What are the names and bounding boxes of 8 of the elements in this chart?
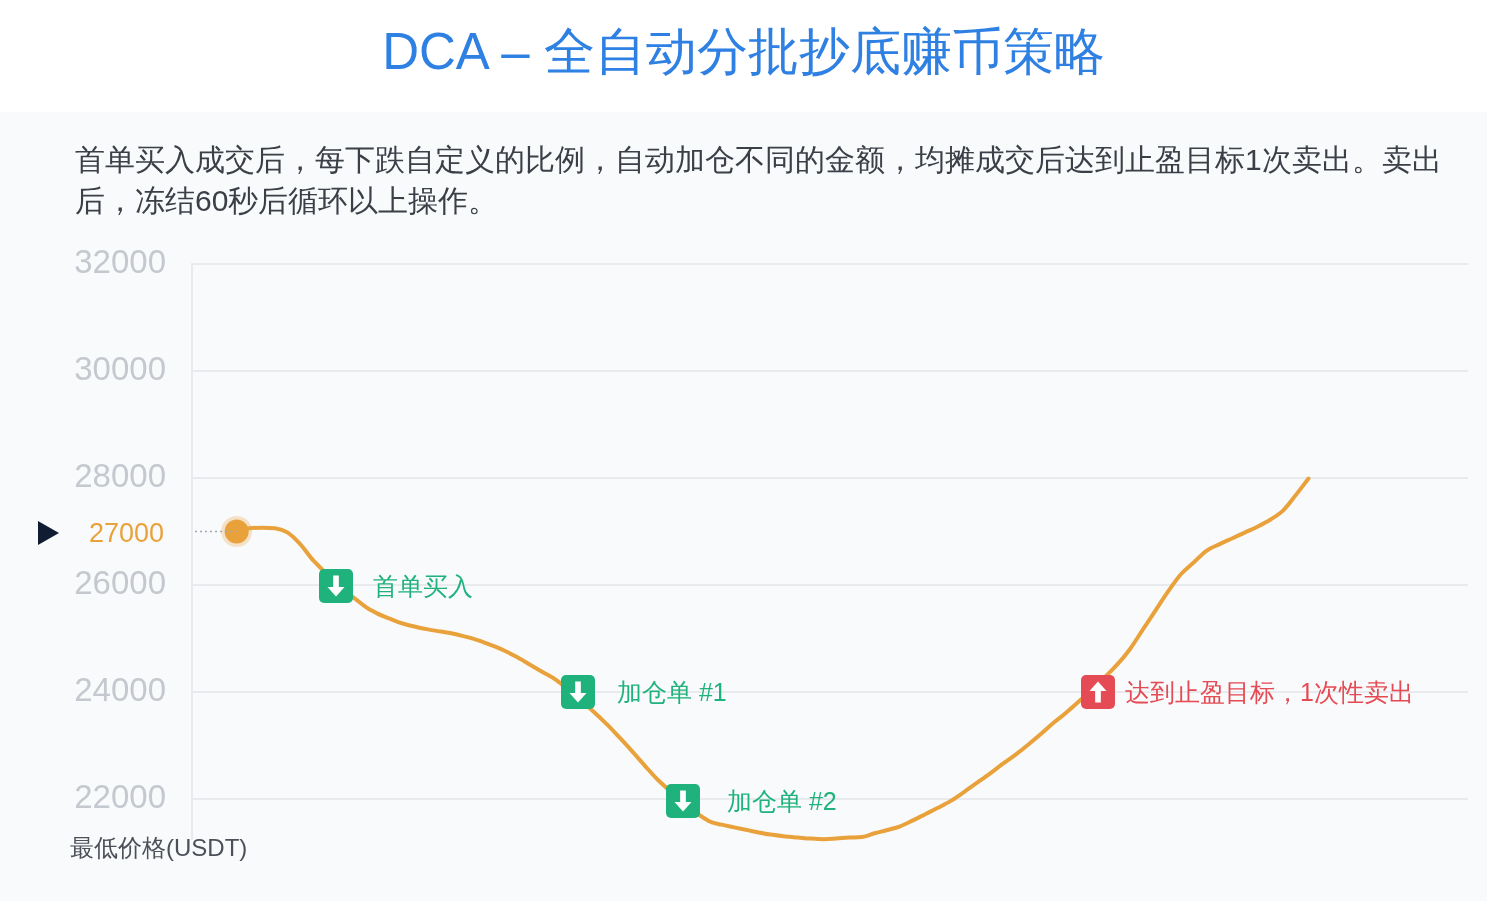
chart-title: DCA – 全自动分批抄底赚币策略 <box>381 22 1106 82</box>
y-axis-title: 最低价格(USDT) <box>70 833 248 863</box>
annotation: 首单买入 <box>373 571 473 600</box>
chart-subtitle: 首单买入成交后，每下跌自定义的比例，自动加仓不同的金额，均摊成交后达到止盈目标1次卖出。卖出后，冻结60秒后循环以上操作。 <box>75 142 1443 219</box>
annotation: 加仓单 #1 <box>617 677 727 706</box>
annotation: 加仓单 #2 <box>727 786 837 815</box>
annotation: 达到止盈目标，1次性卖出 <box>1125 677 1414 706</box>
ref-line-label: 27000 <box>88 517 164 548</box>
